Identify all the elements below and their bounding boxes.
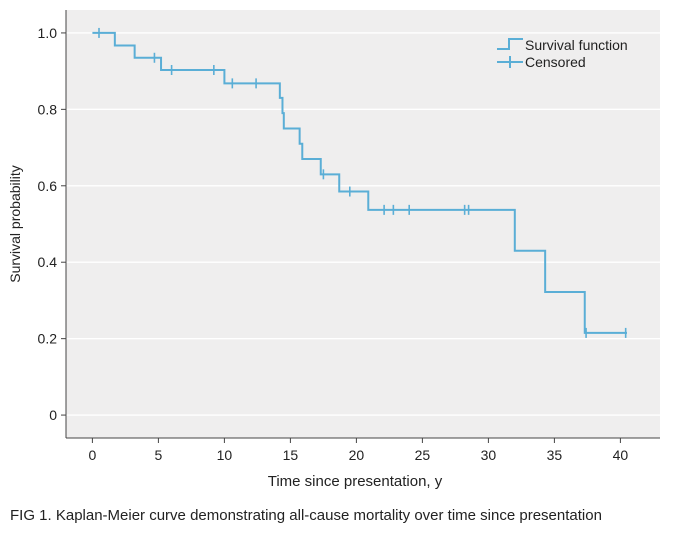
kaplan-meier-chart: 0 0.2 0.4 0.6 0.8 1.0 0 5 10 15 20 25 30 35 40 Surviv… xyxy=(7,10,660,490)
x-tick-label: 5 xyxy=(155,447,163,463)
x-tick-label: 15 xyxy=(283,447,299,463)
y-tick-label: 1.0 xyxy=(38,25,58,41)
y-tick-label: 0 xyxy=(49,407,57,423)
axes xyxy=(65,10,660,439)
x-tick-label: 10 xyxy=(217,447,233,463)
x-tick-label: 30 xyxy=(481,447,497,463)
censored-markers xyxy=(98,27,627,338)
y-axis-label: Survival probability xyxy=(7,165,23,283)
y-tick-label: 0.2 xyxy=(38,331,58,347)
legend-censored-label: Censored xyxy=(525,54,586,70)
legend: Survival function Censored xyxy=(497,37,628,70)
legend-survival-label: Survival function xyxy=(525,37,628,53)
x-tick-label: 25 xyxy=(415,447,431,463)
survival-function-line xyxy=(92,31,627,334)
x-axis-ticks: 0 5 10 15 20 25 30 35 40 xyxy=(89,438,629,463)
legend-survival-swatch xyxy=(497,38,523,50)
x-tick-label: 35 xyxy=(547,447,563,463)
legend-censored-swatch xyxy=(497,56,523,68)
x-axis-label: Time since presentation, y xyxy=(268,473,443,490)
x-tick-label: 0 xyxy=(89,447,97,463)
x-tick-label: 20 xyxy=(349,447,365,463)
y-tick-label: 0.8 xyxy=(38,101,58,117)
y-tick-label: 0.6 xyxy=(38,178,58,194)
plot-area xyxy=(66,10,660,438)
grid-lines xyxy=(66,32,660,416)
y-axis-ticks: 0 0.2 0.4 0.6 0.8 1.0 xyxy=(38,25,66,423)
figure-caption: FIG 1. Kaplan-Meier curve demonstrating … xyxy=(10,507,602,524)
x-tick-label: 40 xyxy=(613,447,629,463)
y-tick-label: 0.4 xyxy=(38,254,58,270)
